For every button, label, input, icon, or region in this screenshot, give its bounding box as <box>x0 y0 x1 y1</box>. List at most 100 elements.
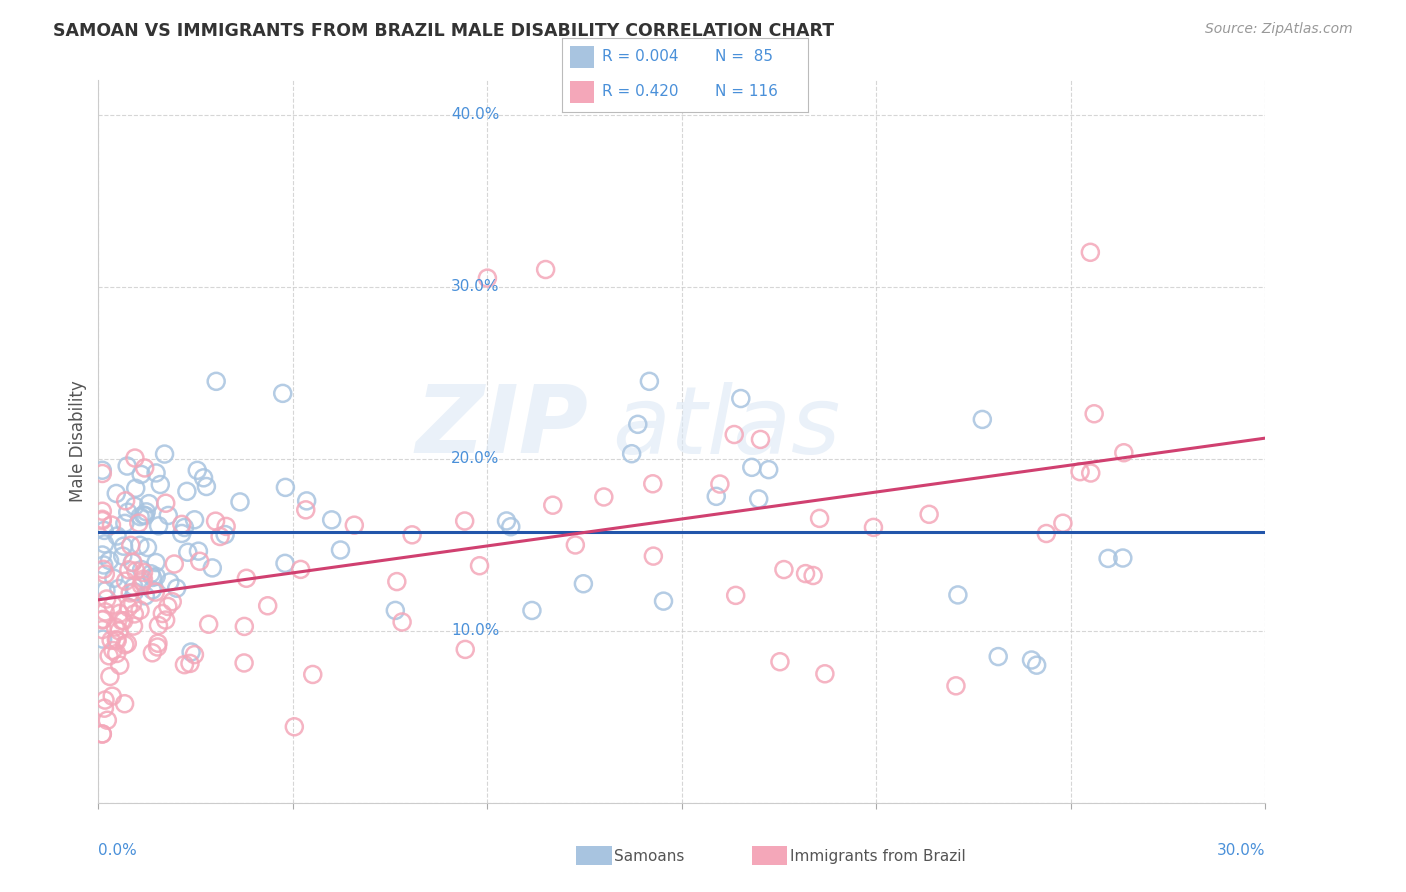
Point <box>627 417 650 432</box>
Point <box>1112 551 1135 566</box>
Text: Source: ZipAtlas.com: Source: ZipAtlas.com <box>1205 22 1353 37</box>
Point <box>98 553 121 567</box>
Point <box>709 477 731 491</box>
Point <box>814 666 837 681</box>
Point <box>136 541 159 555</box>
Point <box>229 495 252 509</box>
Point <box>401 528 423 542</box>
Point <box>534 262 557 277</box>
Point <box>183 513 205 527</box>
Point <box>156 599 179 614</box>
Point <box>343 518 366 533</box>
Point <box>769 655 792 669</box>
Point <box>114 516 136 531</box>
Point <box>105 529 128 543</box>
Point <box>454 514 477 528</box>
Point <box>118 563 141 577</box>
Point <box>329 543 352 558</box>
Point <box>176 484 198 499</box>
Point <box>145 556 167 570</box>
Point <box>620 447 643 461</box>
Point <box>183 648 205 662</box>
Point <box>499 520 522 534</box>
Point <box>103 571 125 585</box>
Point <box>148 519 170 533</box>
Text: 0.0%: 0.0% <box>98 843 138 858</box>
Point <box>143 585 166 599</box>
Point <box>741 460 763 475</box>
Point <box>124 607 146 621</box>
Point <box>918 508 941 522</box>
Point <box>188 554 211 568</box>
Point <box>187 544 209 558</box>
Point <box>91 562 114 576</box>
Point <box>124 500 146 514</box>
Point <box>186 463 208 477</box>
Point <box>91 623 114 637</box>
Point <box>170 526 193 541</box>
Point <box>153 447 176 461</box>
Point <box>114 574 136 589</box>
Point <box>592 490 614 504</box>
Point <box>454 642 477 657</box>
Point <box>122 580 145 594</box>
Point <box>155 496 177 510</box>
Text: 10.0%: 10.0% <box>451 624 499 639</box>
Point <box>477 271 499 285</box>
Point <box>98 648 121 663</box>
Point <box>862 520 884 534</box>
Point <box>117 600 139 615</box>
Point <box>91 467 114 481</box>
Point <box>128 516 150 530</box>
Point <box>121 597 143 611</box>
Point <box>173 520 195 534</box>
Point <box>283 720 305 734</box>
Point <box>129 603 152 617</box>
Point <box>91 613 114 627</box>
Point <box>111 614 134 628</box>
Point <box>105 633 128 648</box>
Point <box>101 643 124 657</box>
Point <box>204 514 226 528</box>
Point <box>105 486 128 500</box>
Point <box>141 570 163 584</box>
Point <box>195 479 218 493</box>
Point <box>541 498 564 512</box>
Point <box>146 636 169 650</box>
Point <box>134 461 156 475</box>
Point <box>723 427 745 442</box>
Point <box>214 527 236 541</box>
Point <box>100 633 122 648</box>
Point <box>114 494 136 508</box>
Point <box>104 620 127 634</box>
Point <box>391 615 413 629</box>
Point <box>271 386 294 401</box>
Point <box>124 585 146 599</box>
Point <box>132 572 155 586</box>
Point <box>180 645 202 659</box>
Point <box>93 558 115 572</box>
Point <box>704 489 727 503</box>
Point <box>125 564 148 578</box>
Point <box>652 594 675 608</box>
Point <box>114 638 136 652</box>
Point <box>166 581 188 595</box>
Point <box>145 466 167 480</box>
Text: 30.0%: 30.0% <box>1218 843 1265 858</box>
Point <box>730 392 752 406</box>
Point <box>301 667 323 681</box>
Point <box>115 458 138 473</box>
Point <box>321 513 343 527</box>
Point <box>256 599 278 613</box>
Point <box>159 574 181 589</box>
Point <box>987 649 1010 664</box>
Point <box>91 612 114 626</box>
Point <box>129 509 152 524</box>
Text: 40.0%: 40.0% <box>451 107 499 122</box>
Text: 30.0%: 30.0% <box>451 279 499 294</box>
Point <box>1080 466 1102 480</box>
Point <box>758 463 780 477</box>
Point <box>801 568 824 582</box>
Point <box>135 505 157 519</box>
Point <box>468 558 491 573</box>
